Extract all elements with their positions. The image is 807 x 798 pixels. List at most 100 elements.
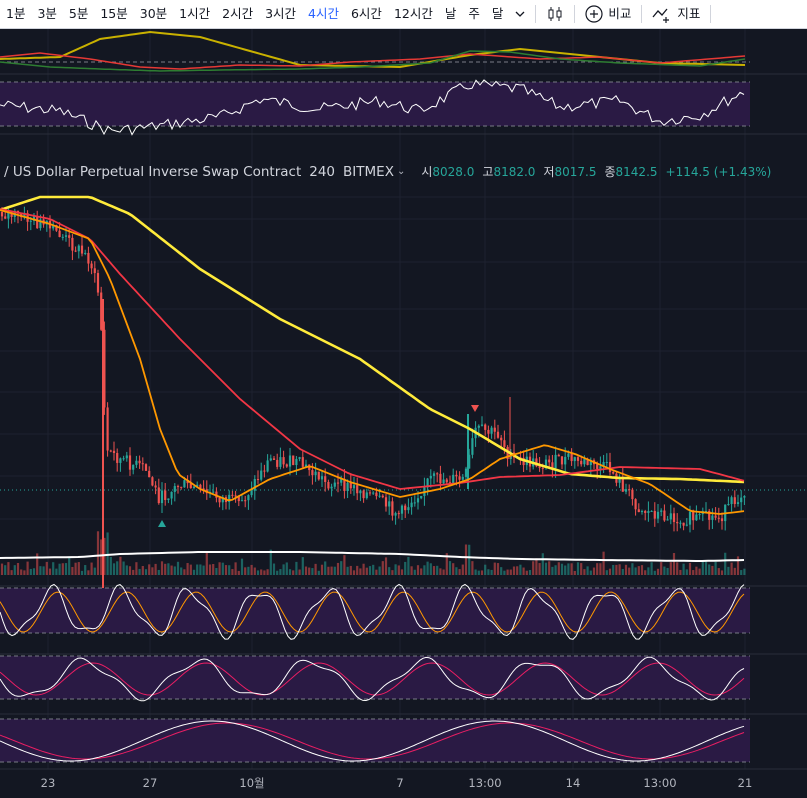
candle bbox=[647, 510, 650, 513]
volume-bar bbox=[180, 567, 183, 575]
plus-di-line bbox=[0, 50, 746, 72]
volume-bar bbox=[260, 569, 263, 575]
volume-bar bbox=[32, 568, 36, 575]
stoch-rsi-k-line bbox=[0, 583, 745, 640]
volume-bar bbox=[199, 564, 202, 575]
volume-bar bbox=[61, 563, 64, 575]
candle bbox=[608, 462, 612, 473]
candle bbox=[589, 460, 592, 466]
candle bbox=[346, 482, 349, 492]
candle bbox=[458, 476, 461, 480]
main-price-pane[interactable] bbox=[0, 195, 807, 589]
candle bbox=[618, 477, 621, 483]
candle bbox=[39, 219, 42, 229]
volume-bar bbox=[365, 567, 368, 575]
x-tick-label: 13:00 bbox=[468, 776, 501, 790]
candle bbox=[391, 501, 394, 516]
volume-bar bbox=[692, 570, 695, 575]
interval-1[interactable]: 3분 bbox=[37, 6, 57, 21]
volume-bar bbox=[548, 561, 551, 575]
volume-bar bbox=[400, 569, 404, 575]
candle bbox=[548, 459, 551, 463]
volume-bar bbox=[640, 565, 644, 575]
volume-bar bbox=[493, 562, 496, 575]
candle bbox=[663, 510, 666, 521]
candle bbox=[311, 470, 314, 476]
volume-bar bbox=[228, 565, 231, 575]
volume-bar bbox=[503, 570, 506, 575]
candle bbox=[324, 476, 327, 482]
interval-13[interactable]: 달 bbox=[491, 6, 504, 21]
volume-bar bbox=[349, 565, 352, 575]
osc-main-line bbox=[0, 720, 745, 762]
volume-bar bbox=[669, 562, 672, 575]
interval-11[interactable]: 날 bbox=[444, 6, 457, 21]
volume-bar bbox=[160, 561, 164, 575]
interval-6[interactable]: 2시간 bbox=[222, 6, 254, 21]
interval-3[interactable]: 15분 bbox=[100, 6, 128, 21]
candle bbox=[240, 500, 244, 502]
volume-bar bbox=[730, 562, 733, 575]
ma-fast-line bbox=[0, 209, 745, 515]
interval-8[interactable]: 4시간 bbox=[308, 6, 339, 21]
volume-bar bbox=[58, 563, 61, 575]
volume-bar bbox=[426, 561, 429, 575]
interval-12[interactable]: 주 bbox=[468, 6, 480, 21]
interval-5[interactable]: 1시간 bbox=[179, 6, 211, 21]
volume-bar bbox=[560, 563, 564, 575]
compare-button[interactable]: 비교 bbox=[579, 0, 637, 28]
x-tick-label: 21 bbox=[738, 776, 753, 790]
candle bbox=[407, 507, 410, 511]
volume-bar bbox=[116, 561, 119, 575]
volume-bar bbox=[221, 562, 224, 575]
volume-bar bbox=[656, 568, 660, 575]
candle bbox=[154, 485, 157, 488]
candle bbox=[29, 220, 32, 222]
candle bbox=[64, 235, 68, 237]
chart-canvas[interactable]: 23 27 10월 7 13:00 14 13:00 21 bbox=[0, 29, 807, 798]
volume-bar bbox=[602, 551, 605, 575]
candle bbox=[717, 517, 720, 519]
legend-chevron-icon[interactable]: ⌄ bbox=[396, 166, 406, 177]
volume-bar bbox=[621, 568, 624, 575]
volume-bar bbox=[36, 553, 39, 575]
candle bbox=[500, 437, 503, 441]
volume-bar bbox=[711, 565, 714, 575]
interval-selector: 1분 3분 5분 15분 30분 1시간 2시간 3시간 4시간 6시간 12시간 날 주 달 bbox=[0, 0, 509, 28]
volume-bar bbox=[151, 567, 154, 575]
interval-10[interactable]: 12시간 bbox=[393, 6, 433, 21]
volume-bar bbox=[618, 564, 621, 575]
interval-dropdown-chevron-icon[interactable] bbox=[509, 0, 531, 28]
volume-bar bbox=[672, 553, 676, 575]
oscillator-pane bbox=[0, 718, 750, 763]
candle bbox=[96, 273, 100, 293]
volume-bar bbox=[461, 564, 464, 575]
candle bbox=[637, 509, 640, 513]
volume-bar bbox=[288, 569, 292, 575]
symbol-title[interactable]: / US Dollar Perpetual Inverse Swap Contr… bbox=[4, 163, 302, 180]
volume-bar bbox=[564, 565, 567, 575]
indicators-button[interactable]: 지표 bbox=[646, 0, 706, 28]
interval-2[interactable]: 5분 bbox=[68, 6, 89, 21]
volume-bar bbox=[660, 562, 663, 575]
directional-indicator-pane bbox=[0, 30, 750, 72]
candle bbox=[567, 453, 570, 457]
interval-4[interactable]: 30분 bbox=[139, 6, 168, 21]
interval-0[interactable]: 1분 bbox=[6, 6, 26, 21]
candle bbox=[256, 479, 260, 481]
candle bbox=[186, 480, 189, 484]
candle bbox=[71, 237, 74, 251]
candlestick-chart-type-icon[interactable] bbox=[540, 0, 570, 28]
candle bbox=[420, 495, 423, 499]
candle bbox=[436, 473, 439, 475]
interval-7[interactable]: 3시간 bbox=[265, 6, 297, 21]
interval-9[interactable]: 6시간 bbox=[350, 6, 382, 21]
candle bbox=[199, 484, 202, 489]
candle bbox=[557, 454, 560, 457]
x-tick-label: 13:00 bbox=[643, 776, 676, 790]
plus-circle-icon bbox=[585, 5, 603, 23]
volume-bar bbox=[599, 563, 602, 575]
candle bbox=[452, 474, 455, 484]
volume-bar bbox=[103, 537, 106, 575]
volume-bar bbox=[570, 563, 573, 575]
